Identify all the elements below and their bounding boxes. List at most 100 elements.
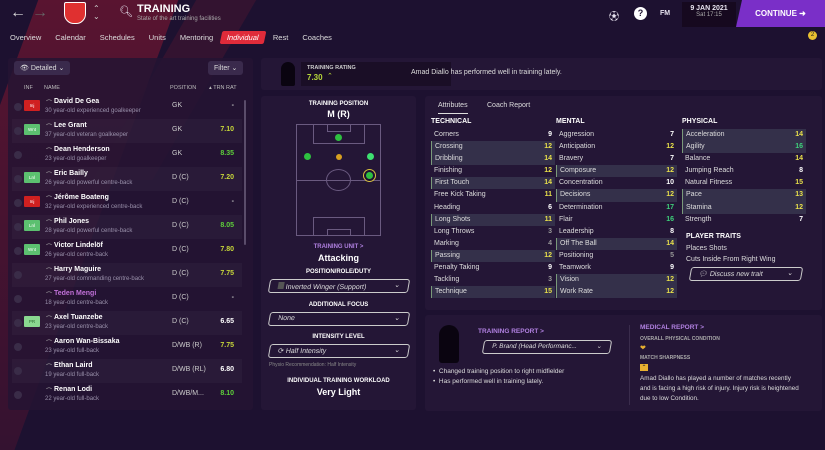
notification-badge[interactable]: 2 xyxy=(808,31,817,40)
select-radio[interactable] xyxy=(14,247,22,255)
player-row[interactable]: ⌒ Dean Henderson 23 year-old goalkeeper GK 8… xyxy=(12,143,242,167)
col-inf[interactable]: INF xyxy=(24,85,33,91)
attribute-row[interactable]: Bravery 7 xyxy=(556,153,677,165)
attribute-row[interactable]: Passing 12 xyxy=(431,249,555,263)
player-name[interactable]: Eric Bailly xyxy=(54,170,88,177)
col-name[interactable]: NAME xyxy=(44,85,60,91)
player-name[interactable]: David De Gea xyxy=(54,98,100,105)
attribute-row[interactable]: Corners 9 xyxy=(431,129,555,141)
player-name[interactable]: Victor Lindelöf xyxy=(54,242,103,249)
player-name[interactable]: Aaron Wan-Bissaka xyxy=(54,338,120,345)
attribute-row[interactable]: Long Throws 3 xyxy=(431,226,555,238)
attribute-row[interactable]: Jumping Reach 8 xyxy=(682,165,806,177)
attribute-row[interactable]: Decisions 12 xyxy=(556,189,677,202)
coach-selector-dropdown[interactable]: P. Brand (Head Performanc... ⌄ xyxy=(481,340,613,354)
select-radio[interactable] xyxy=(14,271,22,279)
tab-schedules[interactable]: Schedules xyxy=(99,33,135,42)
attribute-row[interactable]: Acceleration 14 xyxy=(682,129,806,142)
tab-individual[interactable]: Individual xyxy=(219,31,267,44)
player-name[interactable]: Teden Mengi xyxy=(54,290,97,297)
attribute-row[interactable]: Off The Ball 14 xyxy=(556,237,677,250)
player-name[interactable]: Ethan Laird xyxy=(54,362,93,369)
intensity-dropdown[interactable]: ⟳ Half Intensity ⌄ xyxy=(267,344,411,358)
search-icon[interactable]: 🔍︎ xyxy=(119,6,133,18)
select-radio[interactable] xyxy=(14,391,22,399)
attribute-row[interactable]: Vision 12 xyxy=(556,274,677,287)
player-name[interactable]: Renan Lodi xyxy=(54,386,93,393)
select-radio[interactable] xyxy=(14,295,22,303)
attribute-row[interactable]: Anticipation 12 xyxy=(556,141,677,153)
col-position[interactable]: POSITION xyxy=(170,85,197,91)
select-radio[interactable] xyxy=(14,199,22,207)
attribute-row[interactable]: Technique 15 xyxy=(431,286,555,299)
select-radio[interactable] xyxy=(14,343,22,351)
attribute-row[interactable]: Leadership 8 xyxy=(556,226,677,238)
club-crest-icon[interactable] xyxy=(64,2,86,24)
attribute-row[interactable]: Penalty Taking 9 xyxy=(431,262,555,274)
player-row[interactable]: ⌒ Aaron Wan-Bissaka 23 year-old full-back D… xyxy=(12,335,242,359)
view-selector[interactable]: 👁︎ Detailed ⌄ xyxy=(14,61,71,75)
player-row[interactable]: Inj ⌒ David De Gea 30 year-old experienced … xyxy=(12,95,242,119)
col-training-rating[interactable]: ▴ TRN RAT xyxy=(209,85,237,91)
club-info-icon[interactable]: ⚽︎ xyxy=(609,12,619,23)
attribute-row[interactable]: Marking 4 xyxy=(431,238,555,250)
attribute-row[interactable]: Determination 17 xyxy=(556,202,677,214)
attribute-row[interactable]: Strength 7 xyxy=(682,214,806,226)
additional-focus-dropdown[interactable]: None ⌄ xyxy=(267,312,411,326)
select-radio[interactable] xyxy=(14,127,22,135)
position-dot[interactable] xyxy=(335,134,342,141)
player-name[interactable]: Phil Jones xyxy=(54,218,90,225)
tab-coaches[interactable]: Coaches xyxy=(302,33,332,42)
attribute-row[interactable]: Concentration 10 xyxy=(556,177,677,189)
position-dot[interactable] xyxy=(336,154,342,160)
player-row[interactable]: Wnt ⌒ Lee Grant 37 year-old veteran goalkee… xyxy=(12,119,242,143)
tab-mentoring[interactable]: Mentoring xyxy=(179,33,214,42)
attribute-row[interactable]: Finishing 12 xyxy=(431,165,555,177)
position-dot[interactable] xyxy=(367,153,374,160)
player-name[interactable]: Lee Grant xyxy=(54,122,87,129)
attribute-row[interactable]: Crossing 12 xyxy=(431,141,555,154)
player-row[interactable]: Wnt ⌒ Victor Lindelöf 26 year-old centre-ba… xyxy=(12,239,242,263)
player-row[interactable]: ⌒ Ethan Laird 19 year-old full-back D/WB (R… xyxy=(12,359,242,383)
player-name[interactable]: Jérôme Boateng xyxy=(54,194,109,201)
tab-calendar[interactable]: Calendar xyxy=(55,33,86,42)
attribute-row[interactable]: Agility 16 xyxy=(682,141,806,154)
player-row[interactable]: ⌒ Harry Maguire 27 year-old commanding cen… xyxy=(12,263,242,287)
player-name[interactable]: Harry Maguire xyxy=(54,266,102,273)
attribute-row[interactable]: Long Shots 11 xyxy=(431,213,555,226)
switch-club-icon[interactable]: ⌃ ⌄ xyxy=(93,4,100,21)
player-row[interactable]: Inj ⌒ Jérôme Boateng 32 year-old experience… xyxy=(12,191,242,215)
training-report-link[interactable]: TRAINING REPORT > xyxy=(478,328,544,335)
back-arrow-icon[interactable]: ← xyxy=(10,4,26,21)
pitch-diagram[interactable] xyxy=(296,124,381,236)
tab-rest[interactable]: Rest xyxy=(272,33,289,42)
attribute-row[interactable]: Dribbling 14 xyxy=(431,153,555,166)
continue-button[interactable]: CONTINUE ➜ xyxy=(736,0,825,27)
player-name[interactable]: Axel Tuanzebe xyxy=(54,314,103,321)
attribute-row[interactable]: Balance 14 xyxy=(682,153,806,165)
select-radio[interactable] xyxy=(14,367,22,375)
medical-report-link[interactable]: MEDICAL REPORT > xyxy=(640,324,704,331)
attribute-row[interactable]: Positioning 5 xyxy=(556,250,677,262)
attribute-row[interactable]: Pace 13 xyxy=(682,189,806,202)
attribute-row[interactable]: Aggression 7 xyxy=(556,129,677,141)
player-row[interactable]: ⌒ Teden Mengi 18 year-old centre-back D (C)… xyxy=(12,287,242,311)
select-radio[interactable] xyxy=(14,151,22,159)
attribute-row[interactable]: Composure 12 xyxy=(556,165,677,178)
player-row[interactable]: ⌒ Renan Lodi 22 year-old full-back D/WB/M..… xyxy=(12,383,242,407)
fm-menu[interactable]: FM xyxy=(660,10,671,17)
attribute-row[interactable]: Heading 6 xyxy=(431,202,555,214)
attribute-row[interactable]: Work Rate 12 xyxy=(556,286,677,299)
training-unit-link[interactable]: TRAINING UNIT > xyxy=(313,244,364,250)
list-scrollbar[interactable] xyxy=(244,100,246,245)
help-icon[interactable]: ? xyxy=(634,7,647,20)
filter-button[interactable]: Filter ⌄ xyxy=(208,61,244,75)
tab-units[interactable]: Units xyxy=(148,33,166,42)
tab-overview[interactable]: Overview xyxy=(10,33,42,42)
attribute-row[interactable]: First Touch 14 xyxy=(431,177,555,190)
player-row[interactable]: Lnl ⌒ Phil Jones 28 year-old powerful centr… xyxy=(12,215,242,239)
selected-position-dot[interactable] xyxy=(366,172,373,179)
attribute-row[interactable]: Stamina 12 xyxy=(682,201,806,214)
select-radio[interactable] xyxy=(14,319,22,327)
attribute-row[interactable]: Free Kick Taking 11 xyxy=(431,189,555,201)
